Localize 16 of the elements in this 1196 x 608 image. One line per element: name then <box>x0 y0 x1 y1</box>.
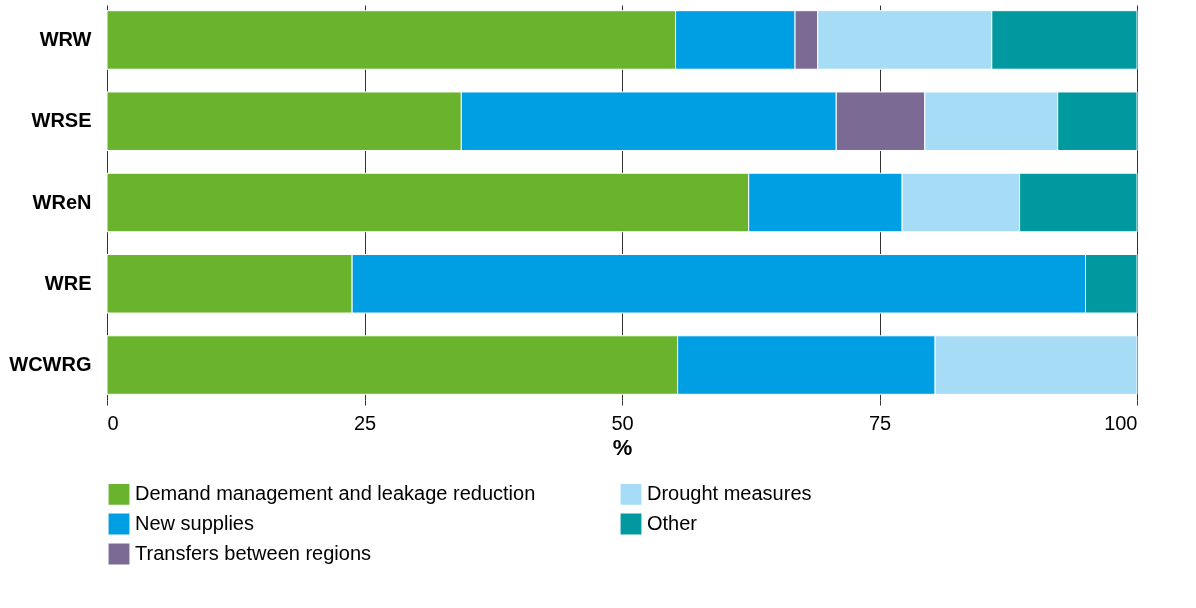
legend-label: Transfers between regions <box>135 542 372 564</box>
y-tick-label: WRW <box>39 27 92 50</box>
x-tick-label: 25 <box>353 411 377 434</box>
legend-label: Drought measures <box>647 482 812 505</box>
y-tick-label: WRSE <box>31 109 92 132</box>
legend-label: New supplies <box>135 512 254 534</box>
x-tick-label: 100 <box>1104 411 1138 434</box>
x-tick-label: 75 <box>868 411 892 434</box>
legend-label: Demand management and leakage reduction <box>135 482 536 505</box>
legend-label: Other <box>647 512 698 534</box>
y-tick-label: WRE <box>44 271 92 294</box>
y-tick-label: WReN <box>32 190 92 213</box>
x-tick-label: 0 <box>107 411 119 434</box>
y-tick-label: WCWRG <box>9 353 92 376</box>
x-axis-title: % <box>612 434 633 460</box>
x-tick-label: 50 <box>611 411 634 434</box>
